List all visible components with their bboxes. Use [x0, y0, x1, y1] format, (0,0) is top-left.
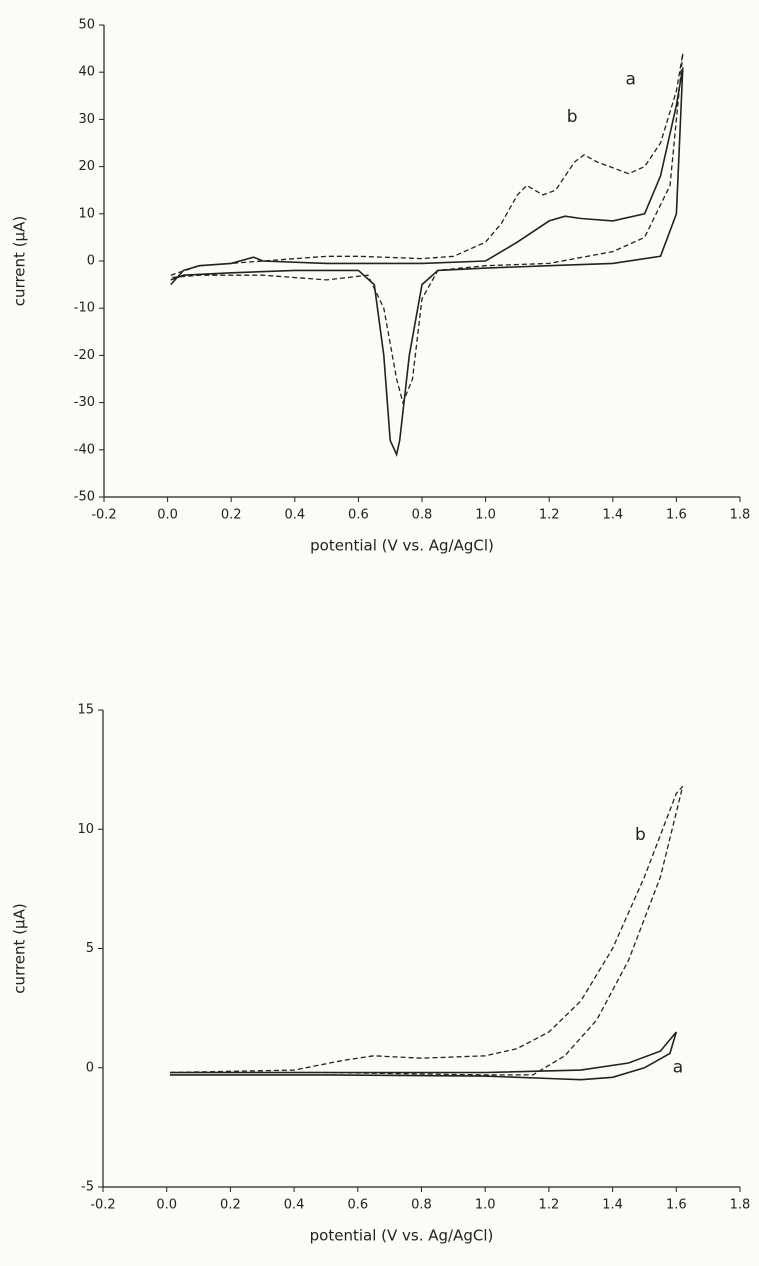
x-tick-label: 1.4	[602, 508, 623, 523]
y-tick-label: 15	[77, 703, 94, 718]
x-tick-label: 1.6	[666, 508, 687, 523]
x-tick-label: 1.8	[730, 508, 751, 523]
x-axis-label: potential (V vs. Ag/AgCl)	[310, 537, 494, 555]
x-tick-label: 0.8	[411, 1198, 432, 1213]
x-tick-label: 0.6	[347, 1198, 368, 1213]
y-tick-label: -40	[74, 442, 95, 457]
x-tick-label: 1.8	[730, 1198, 751, 1213]
cv-curve	[169, 785, 684, 1076]
x-tick-label: 1.2	[539, 1198, 560, 1213]
series-label: a	[673, 1057, 683, 1077]
x-tick-label: 1.6	[666, 1198, 687, 1213]
y-tick-label: -30	[74, 395, 95, 410]
x-tick-label: 0.2	[220, 1198, 241, 1213]
y-tick-label: 10	[77, 822, 94, 837]
cv-curve	[169, 1031, 678, 1081]
y-axis-label: current (μA)	[11, 216, 29, 306]
y-axis-label: current (μA)	[11, 903, 29, 993]
y-tick-label: 30	[78, 112, 95, 127]
series-label: b	[635, 825, 646, 845]
x-tick-label: 0.4	[284, 508, 305, 523]
y-tick-label: 20	[78, 159, 95, 174]
y-tick-label: 0	[86, 1060, 94, 1075]
x-tick-label: 1.0	[475, 1198, 496, 1213]
series-label: a	[626, 69, 636, 89]
y-tick-label: 0	[87, 254, 95, 269]
y-tick-label: 10	[78, 206, 95, 221]
series-label: b	[567, 107, 578, 127]
x-tick-label: 0.8	[412, 508, 433, 523]
x-tick-label: 0.0	[157, 508, 178, 523]
y-tick-label: 40	[78, 65, 95, 80]
x-tick-label: 0.2	[221, 508, 242, 523]
y-tick-label: -5	[81, 1180, 94, 1195]
x-tick-label: 0.4	[284, 1198, 305, 1213]
x-tick-label: -0.2	[90, 1198, 115, 1213]
x-tick-label: 1.4	[602, 1198, 623, 1213]
x-tick-label: 0.6	[348, 508, 369, 523]
y-tick-label: -50	[74, 490, 95, 505]
x-tick-label: 1.0	[475, 508, 496, 523]
cv-curve	[170, 53, 684, 405]
x-tick-label: 1.2	[539, 508, 560, 523]
y-tick-label: 5	[86, 941, 94, 956]
x-tick-label: -0.2	[91, 508, 116, 523]
x-tick-label: 0.0	[156, 1198, 177, 1213]
cv-curve	[170, 67, 684, 458]
x-axis-label: potential (V vs. Ag/AgCl)	[310, 1227, 494, 1245]
y-tick-label: -20	[74, 348, 95, 363]
y-tick-label: -10	[74, 301, 95, 316]
y-tick-label: 50	[78, 18, 95, 33]
